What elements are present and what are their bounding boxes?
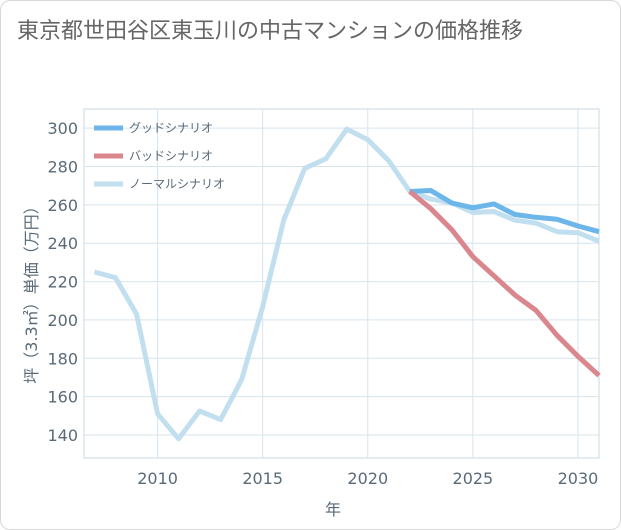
- y-tick-label-220: 220: [47, 273, 78, 292]
- plot-area: [83, 108, 600, 459]
- series-line-normal: [93, 126, 600, 442]
- chart-title: 東京都世田谷区東玉川の中古マンションの価格推移: [17, 19, 524, 44]
- y-axis-label: 坪（3.3㎡）単価（万円）: [22, 198, 41, 383]
- y-tick-label-140: 140: [47, 426, 78, 445]
- y-tick-label-200: 200: [47, 311, 78, 330]
- legend-label-normal: ノーマルシナリオ: [129, 177, 225, 191]
- y-tick-label-240: 240: [47, 234, 78, 253]
- legend-label-bad: バッドシナリオ: [129, 149, 213, 163]
- x-tick-label-2010: 2010: [137, 469, 178, 488]
- y-tick-label-300: 300: [47, 119, 78, 138]
- y-tick-label-280: 280: [47, 158, 78, 177]
- series-line-good: [409, 188, 600, 235]
- y-tick-label-160: 160: [47, 388, 78, 407]
- y-tick-label-260: 260: [47, 196, 78, 215]
- legend-label-good: グッドシナリオ: [129, 121, 213, 135]
- x-tick-label-2025: 2025: [453, 469, 494, 488]
- y-tick-label-180: 180: [47, 349, 78, 368]
- series-line-bad: [408, 189, 601, 378]
- x-axis-label: 年: [325, 500, 341, 519]
- x-tick-label-2030: 2030: [558, 469, 599, 488]
- x-tick-label-2020: 2020: [347, 469, 388, 488]
- x-tick-label-2015: 2015: [242, 469, 283, 488]
